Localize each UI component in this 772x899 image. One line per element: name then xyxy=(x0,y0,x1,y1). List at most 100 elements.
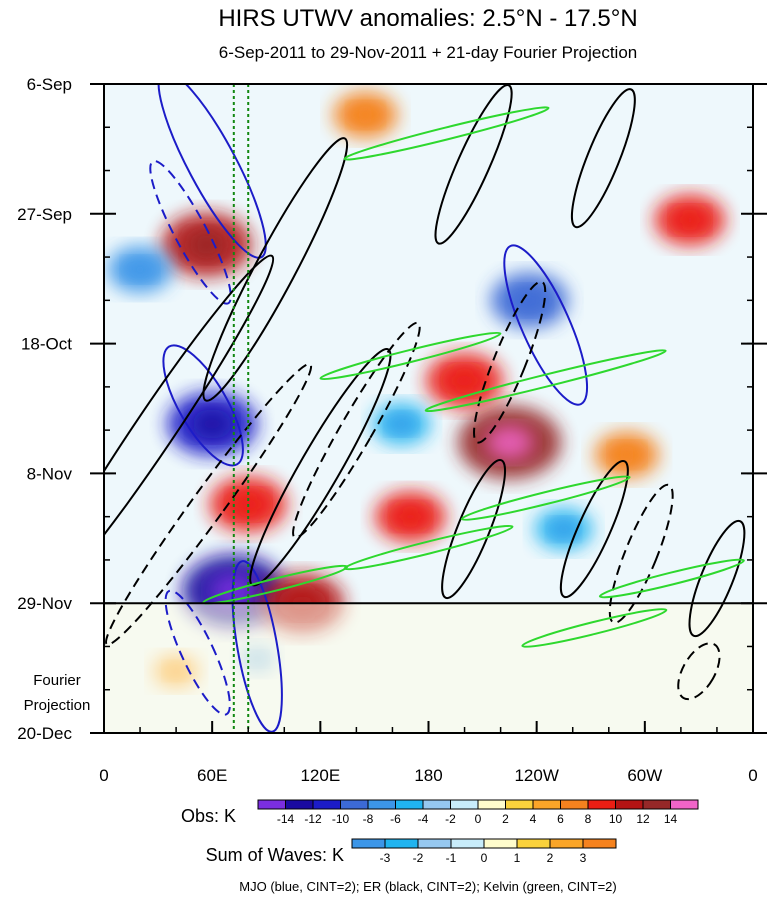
x-tick-label-0: 0 xyxy=(99,766,108,785)
er-contour-4 xyxy=(570,88,636,229)
er-contour-3 xyxy=(434,84,513,245)
er-contour-5 xyxy=(441,459,507,600)
y-tick-label-4: 29-Nov xyxy=(17,594,72,613)
er-contour-11 xyxy=(608,483,674,624)
projection-region xyxy=(104,603,753,733)
obs-swatch-3 xyxy=(340,799,369,810)
x-axis: 0 60E 120E 180 120W 60W 0 xyxy=(99,721,758,785)
waves-swatch-2 xyxy=(417,838,452,849)
obs-level-0: -14 xyxy=(277,812,295,826)
mjo-contour-3 xyxy=(231,560,283,733)
er-contour-0 xyxy=(104,254,275,606)
y-tick-label-0: 6-Sep xyxy=(27,75,72,94)
anomaly-blob-core-15 xyxy=(394,504,427,529)
er-contour-7 xyxy=(688,519,746,638)
obs-level-9: 4 xyxy=(530,812,537,826)
mjo-contour-0 xyxy=(157,84,267,259)
chart-title: HIRS UTWV anomalies: 2.5°N - 17.5°N xyxy=(218,5,637,32)
obs-level-8: 2 xyxy=(502,812,509,826)
anomaly-blob-core-6 xyxy=(350,103,381,126)
x-tick-label-3: 180 xyxy=(414,766,442,785)
x-tick-label-6: 0 xyxy=(748,766,757,785)
anomaly-blob-core-16 xyxy=(550,519,578,540)
chart-subtitle: 6-Sep-2011 to 29-Nov-2011 + 21-day Fouri… xyxy=(219,43,637,62)
obs-level-10: 6 xyxy=(557,812,564,826)
anomaly-blob-core-10 xyxy=(612,443,642,466)
projection-label-line2: Projection xyxy=(24,697,91,714)
er-contour-12 xyxy=(677,642,721,701)
anomaly-blob-core-9 xyxy=(125,258,155,281)
obs-colorbar-label: Obs: K xyxy=(181,806,236,826)
er-contour-1 xyxy=(202,137,349,402)
obs-swatch-2 xyxy=(312,799,341,810)
obs-swatch-4 xyxy=(367,799,396,810)
projection-wash xyxy=(104,603,753,733)
obs-level-2: -10 xyxy=(332,812,350,826)
waves-level-1: -2 xyxy=(413,851,424,865)
kelvin-contour-7 xyxy=(521,608,668,648)
waves-level-4: 1 xyxy=(514,851,521,865)
kelvin-contour-4 xyxy=(460,475,631,521)
mjo-contour-1 xyxy=(162,344,244,467)
y-axis: 6-Sep 27-Sep 18-Oct 8-Nov 29-Nov 20-Dec xyxy=(17,75,767,743)
obs-swatch-14 xyxy=(642,799,671,810)
mjo-contour-2 xyxy=(503,244,589,406)
obs-swatch-12 xyxy=(587,799,616,810)
obs-level-5: -4 xyxy=(418,812,429,826)
obs-swatch-15 xyxy=(670,799,699,810)
obs-swatch-13 xyxy=(615,799,644,810)
obs-swatch-0 xyxy=(257,799,286,810)
x-tick-label-1: 60E xyxy=(197,766,227,785)
er-contour-6 xyxy=(559,459,629,599)
x-tick-label-5: 60W xyxy=(627,766,662,785)
kelvin-contour-2 xyxy=(319,331,502,381)
obs-swatch-11 xyxy=(560,799,589,810)
waves-colorbar-label: Sum of Waves: K xyxy=(206,845,344,865)
anomaly-blob-core-11 xyxy=(673,207,707,232)
obs-swatch-5 xyxy=(395,799,424,810)
er-contours xyxy=(104,84,746,701)
obs-swatch-7 xyxy=(450,799,479,810)
mjo-contour-4 xyxy=(149,160,232,305)
y-tick-label-5: 20-Dec xyxy=(17,724,72,743)
waves-swatch-1 xyxy=(384,838,419,849)
waves-level-6: 3 xyxy=(580,851,587,865)
anomaly-blob-core-3 xyxy=(486,425,533,460)
er-contour-9 xyxy=(292,321,421,539)
kelvin-contour-5 xyxy=(598,558,745,599)
waves-swatch-6 xyxy=(549,838,584,849)
heatmap-field xyxy=(104,84,753,733)
kelvin-contour-1 xyxy=(424,349,667,413)
mjo-contours xyxy=(149,84,589,733)
obs-level-14: 14 xyxy=(664,812,678,826)
projection-label-line1: Fourier xyxy=(33,672,81,689)
anomaly-blob-core-1 xyxy=(191,408,233,439)
obs-swatch-1 xyxy=(285,799,314,810)
obs-swatch-9 xyxy=(505,799,534,810)
er-contour-10 xyxy=(473,280,547,444)
contour-legend: MJO (blue, CINT=2); ER (black, CINT=2); … xyxy=(239,879,616,894)
waves-level-0: -3 xyxy=(380,851,391,865)
anomaly-blob-core-4 xyxy=(511,287,548,314)
waves-level-2: -1 xyxy=(446,851,457,865)
y-tick-label-2: 18-Oct xyxy=(21,335,72,354)
obs-swatch-6 xyxy=(422,799,451,810)
anomaly-blob-core-5 xyxy=(446,367,483,394)
obs-swatch-10 xyxy=(532,799,561,810)
waves-swatch-4 xyxy=(483,838,518,849)
obs-level-11: 8 xyxy=(585,812,592,826)
waves-level-3: 0 xyxy=(481,851,488,865)
x-tick-label-4: 120W xyxy=(514,766,558,785)
obs-colorbar: -14 -12 -10 -8 -6 -4 -2 0 2 4 6 8 10 12 14 xyxy=(257,799,699,826)
waves-swatch-3 xyxy=(450,838,485,849)
reference-lines xyxy=(232,84,250,733)
waves-swatch-0 xyxy=(351,838,386,849)
waves-level-5: 2 xyxy=(547,851,554,865)
obs-level-6: -2 xyxy=(445,812,456,826)
waves-colorbar: -3 -2 -1 0 1 2 3 xyxy=(351,838,617,865)
y-tick-label-1: 27-Sep xyxy=(17,205,72,224)
anomaly-blob-core-0 xyxy=(186,229,228,260)
x-tick-label-2: 120E xyxy=(300,766,340,785)
obs-level-4: -6 xyxy=(390,812,401,826)
